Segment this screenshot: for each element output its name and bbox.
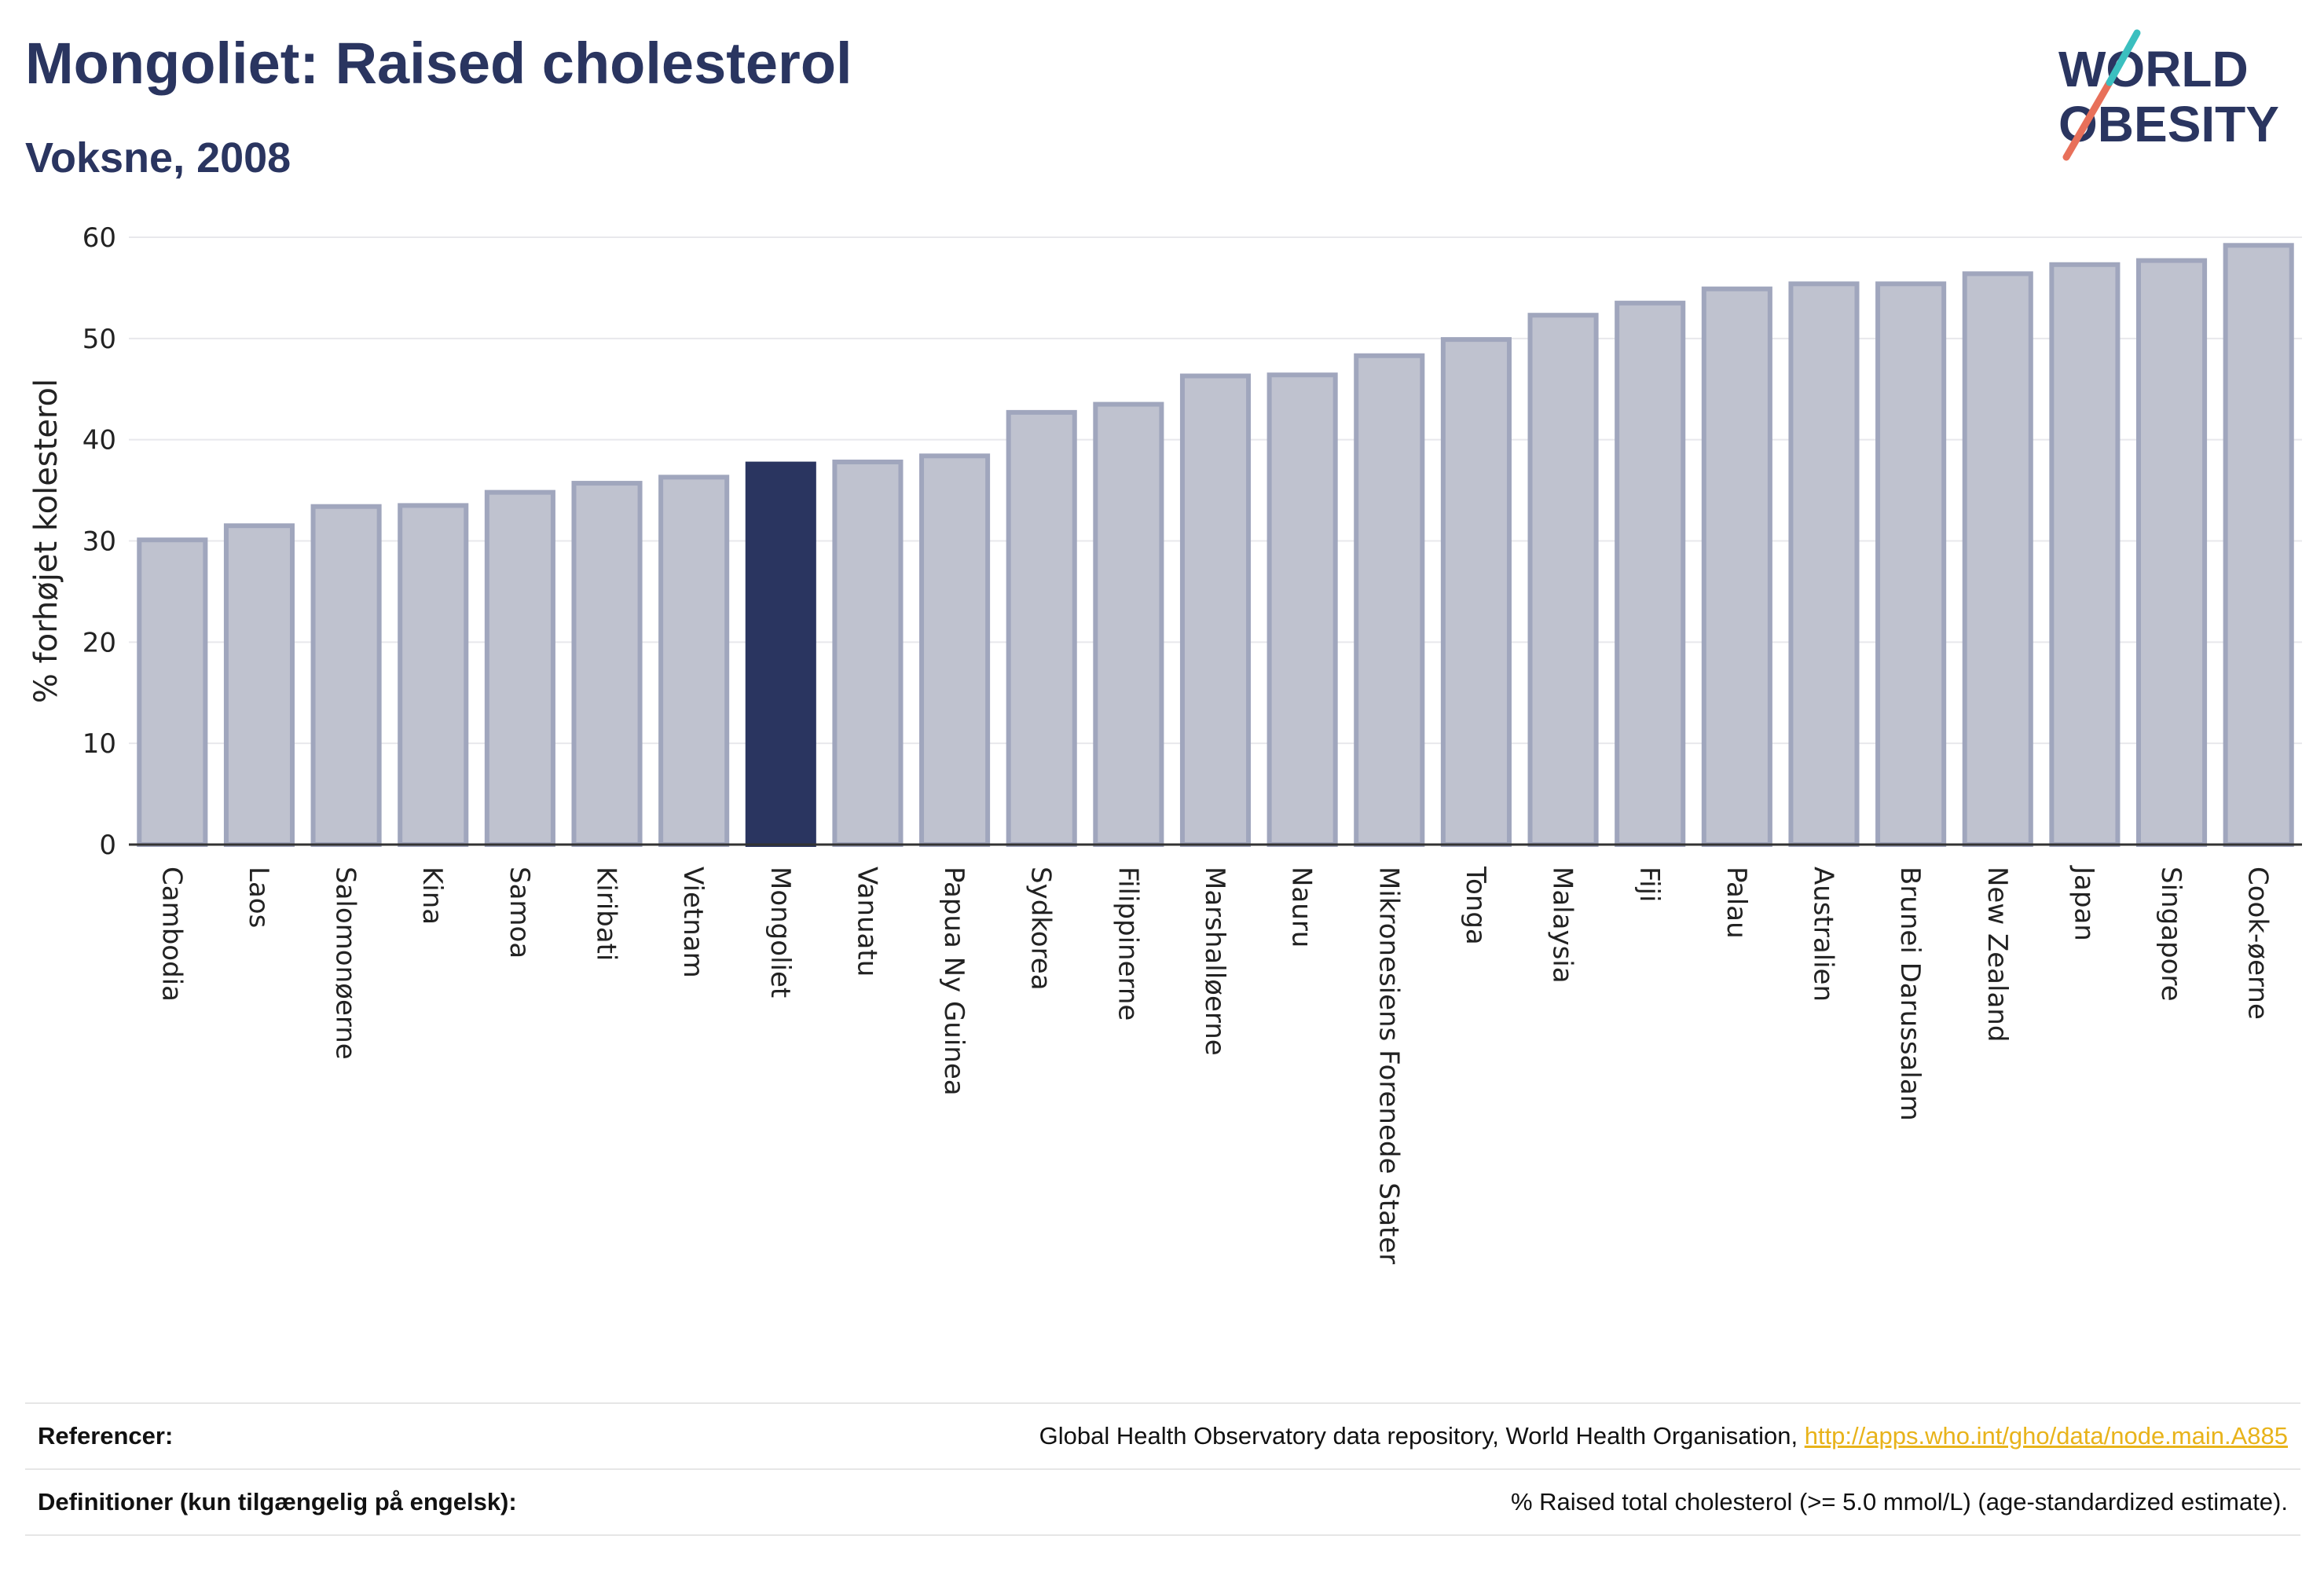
bar (1179, 373, 1252, 848)
bar (1701, 286, 1772, 847)
x-tick-label: Japan (2068, 865, 2099, 941)
x-tick-label: Kina (416, 867, 448, 925)
x-tick-label: Marshalløerne (1199, 867, 1230, 1056)
x-tick-label: Vanuatu (851, 867, 882, 977)
y-tick-label: 60 (82, 222, 116, 254)
bar (1266, 372, 1338, 848)
references-row: Referencer: Global Health Observatory da… (25, 1402, 2300, 1468)
references-label: Referencer: (38, 1422, 174, 1450)
x-tick-label: Nauru (1286, 867, 1318, 947)
references-link[interactable]: http://apps.who.int/gho/data/node.main.A… (1804, 1422, 2288, 1450)
bar (1788, 281, 1860, 848)
bar (2049, 262, 2121, 848)
page-title: Mongoliet: Raised cholesterol (25, 31, 852, 96)
x-tick-label: Fiji (1633, 867, 1665, 902)
bar (1962, 271, 2033, 847)
x-tick-label: Kiribati (591, 867, 622, 961)
bar-chart: 0 10 20 30 40 50 60 % forhøjet kolesterol Cambod… (28, 222, 2302, 1264)
y-tick-label: 0 (99, 830, 116, 861)
bar (1093, 401, 1164, 847)
bar (2223, 243, 2294, 848)
definitions-text: % Raised total cholesterol (>= 5.0 mmol/… (1510, 1488, 2288, 1516)
references-value: Global Health Observatory data repositor… (1039, 1422, 2288, 1450)
page-subtitle: Voksne, 2008 (25, 134, 291, 181)
references-text: Global Health Observatory data repositor… (1039, 1422, 1805, 1450)
logo-line-1: WORLD (2058, 41, 2249, 97)
bar (832, 460, 904, 847)
y-tick-label: 20 (82, 627, 116, 658)
x-tick-label: Palau (1721, 867, 1752, 939)
y-tick-label: 40 (82, 425, 116, 456)
x-tick-label: Papua Ny Guinea (938, 867, 970, 1096)
x-tick-label: New Zealand (1981, 867, 2013, 1042)
x-tick-label: Sydkorea (1025, 867, 1057, 991)
x-tick-label: Mongoliet (764, 867, 796, 998)
definitions-label: Definitioner (kun tilgængelig på engelsk… (38, 1488, 517, 1516)
bar (310, 504, 382, 847)
y-tick-label: 50 (82, 324, 116, 355)
bar (658, 475, 730, 848)
x-tick-label: Cambodia (156, 867, 187, 1002)
y-axis-label: % forhøjet kolesterol (28, 379, 64, 703)
bar (919, 453, 991, 848)
footer: Referencer: Global Health Observatory da… (25, 1402, 2300, 1536)
y-tick-label: 10 (82, 728, 116, 760)
bar (398, 503, 469, 847)
bar (1354, 353, 1425, 847)
x-tick-label: Vietnam (677, 867, 709, 978)
bar-highlight (745, 461, 816, 847)
x-tick-label: Brunei Darussalam (1894, 867, 1926, 1121)
x-tick-label: Cook-øerne (2242, 867, 2274, 1020)
bar (571, 481, 643, 847)
definitions-row: Definitioner (kun tilgængelig på engelsk… (25, 1468, 2300, 1536)
bar (1615, 300, 1686, 848)
x-tick-label: Australien (1807, 867, 1838, 1002)
logo-slash-teal (2106, 29, 2141, 86)
x-tick-label: Laos (243, 867, 274, 928)
x-tick-label: Filippinerne (1112, 867, 1143, 1021)
bar (223, 523, 295, 847)
x-tick-label: Salomonøerne (330, 867, 361, 1060)
y-tick-label: 30 (82, 526, 116, 558)
bar (1527, 313, 1599, 847)
x-tick-label: Mikronesiens Forenede Stater (1373, 867, 1404, 1264)
logo-slash-red (2062, 79, 2113, 161)
bar (2135, 258, 2208, 847)
world-obesity-logo: WORLD OBESITY (2058, 29, 2279, 161)
bar (1006, 409, 1077, 847)
bar (1875, 281, 1947, 848)
x-tick-label: Samoa (504, 867, 535, 958)
bar (1440, 337, 1512, 848)
bar (484, 489, 555, 847)
x-tick-label: Tonga (1460, 866, 1491, 945)
x-tick-label: Singapore (2155, 867, 2187, 1002)
bar (137, 537, 208, 847)
x-tick-label: Malaysia (1547, 867, 1578, 984)
